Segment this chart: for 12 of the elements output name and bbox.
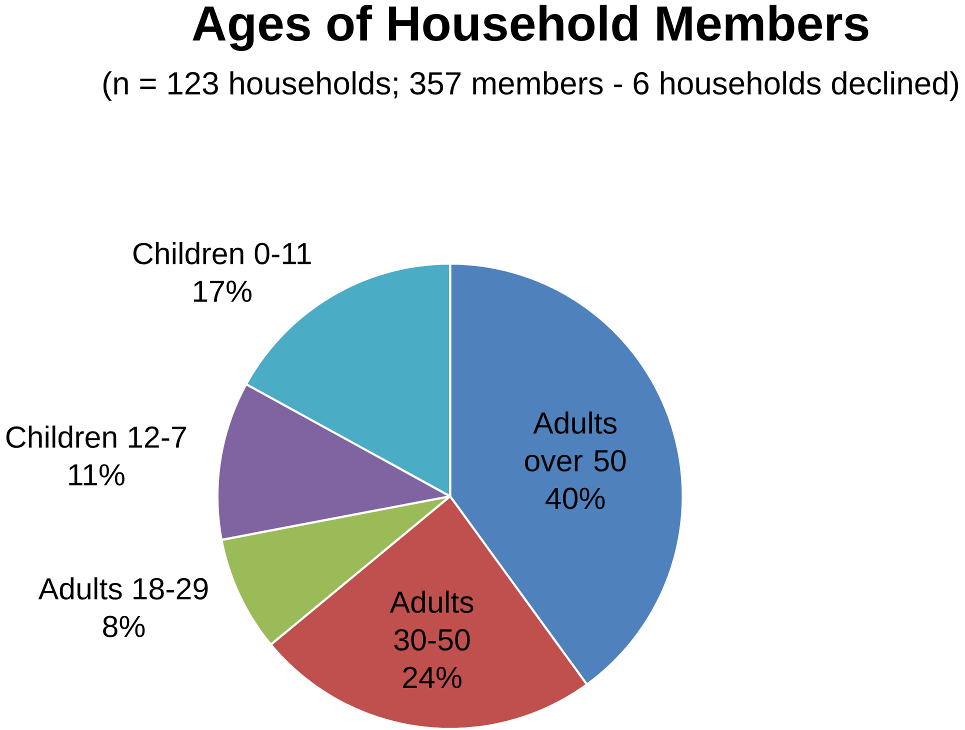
chart-title: Ages of Household Members	[192, 4, 868, 51]
data-label: 17%	[194, 280, 252, 302]
slice-label: Adults 30-50	[390, 590, 474, 651]
slice-label: Children 12-7	[6, 426, 186, 448]
chart-subtitle: (n = 123 households; 357 members - 6 households declined)	[103, 71, 958, 101]
data-label: 8%	[103, 616, 145, 638]
slice-label: Children 0-11	[133, 242, 311, 264]
slice-label: Adults over 50	[525, 411, 626, 472]
slice-label: Adults 18-29	[38, 577, 208, 600]
data-label: 24%	[403, 666, 462, 688]
data-label: 40%	[546, 488, 605, 510]
data-label: 11%	[69, 464, 124, 486]
